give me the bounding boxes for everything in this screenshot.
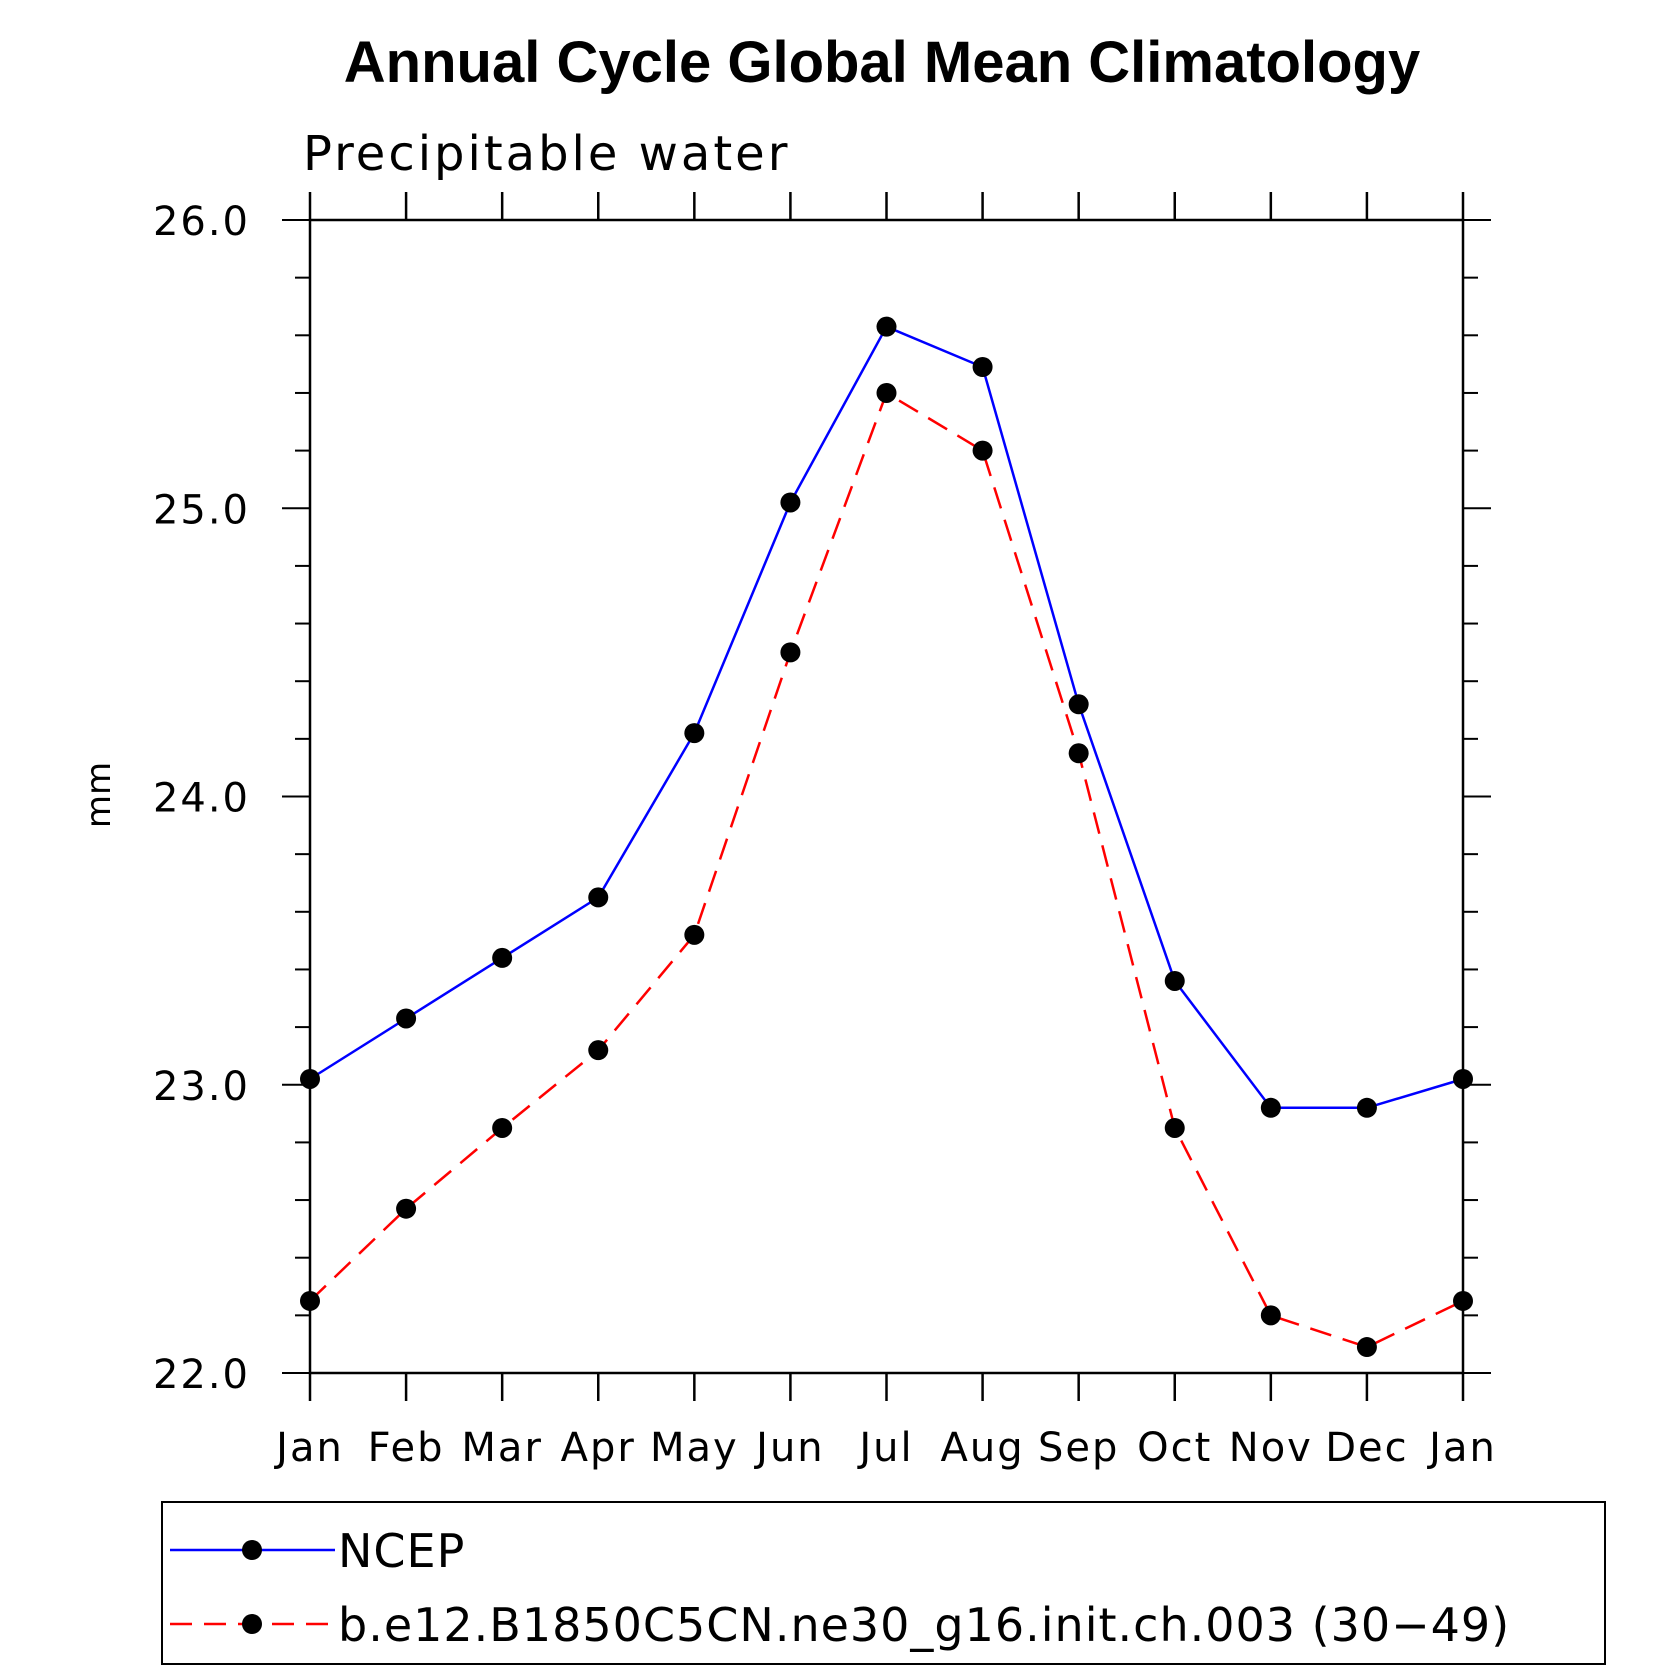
data-point-series-2	[300, 1290, 320, 1311]
x-tick-label: May	[650, 1425, 739, 1471]
data-point-series-2	[588, 1040, 609, 1061]
data-point-series-1	[876, 316, 897, 337]
x-tick-label: Jan	[273, 1425, 344, 1471]
data-point-series-1	[1453, 1068, 1473, 1089]
data-point-series-2	[1068, 743, 1089, 764]
x-tick-label: Nov	[1229, 1425, 1313, 1471]
y-tick-label: 24.0	[153, 776, 250, 822]
data-point-series-2	[972, 440, 993, 461]
x-tick-label: Oct	[1137, 1425, 1212, 1471]
legend-marker-1	[242, 1540, 262, 1560]
data-point-series-1	[684, 723, 705, 744]
chart-subtitle: Precipitable water	[303, 126, 790, 182]
data-point-series-1	[1068, 694, 1089, 715]
data-point-series-2	[396, 1198, 417, 1219]
data-point-series-2	[492, 1117, 513, 1138]
axes: Jan Feb Mar Apr May Jun Jul Aug Sep Oct Nov Dec Jan 2…	[153, 192, 1497, 1471]
y-tick-label: 23.0	[153, 1064, 250, 1110]
legend-marker-2	[242, 1614, 262, 1634]
legend: NCEP b.e12.B1850C5CN.ne30_g16.init.ch.003…	[161, 1501, 1606, 1665]
data-point-series-2	[1453, 1290, 1473, 1311]
data-point-series-1	[972, 357, 993, 378]
data-point-series-1	[780, 492, 801, 513]
data-point-series-2	[684, 924, 705, 945]
series-layer	[300, 316, 1473, 1358]
data-point-series-1	[1356, 1097, 1377, 1118]
x-tick-label: Jun	[753, 1425, 825, 1471]
data-point-series-1	[588, 887, 609, 908]
x-tick-label: Feb	[368, 1425, 445, 1471]
data-point-series-1	[1164, 970, 1185, 991]
data-point-series-1	[492, 947, 513, 968]
legend-box	[161, 1501, 1606, 1665]
x-tick-label: Dec	[1325, 1425, 1408, 1471]
data-point-series-2	[1260, 1305, 1281, 1326]
data-point-series-1	[396, 1008, 417, 1029]
x-tick-label: Aug	[941, 1425, 1025, 1471]
data-point-series-1	[1260, 1097, 1281, 1118]
data-point-series-2	[876, 382, 897, 403]
data-point-series-1	[300, 1068, 320, 1089]
x-tick-label: Sep	[1038, 1425, 1119, 1471]
data-point-series-2	[1164, 1117, 1185, 1138]
x-tick-label: Mar	[461, 1425, 542, 1471]
data-point-series-2	[780, 642, 801, 663]
y-tick-label: 22.0	[153, 1352, 250, 1398]
x-tick-label: Apr	[561, 1425, 636, 1471]
y-axis-label: mm	[79, 762, 119, 828]
legend-label-2: b.e12.B1850C5CN.ne30_g16.init.ch.003 (30…	[338, 1598, 1510, 1652]
y-tick-label: 25.0	[153, 487, 250, 533]
x-tick-label: Jul	[856, 1425, 913, 1471]
x-tick-label: Jan	[1426, 1425, 1497, 1471]
y-tick-label: 26.0	[153, 199, 250, 245]
legend-label-1: NCEP	[338, 1524, 465, 1578]
series-line-1	[309, 325, 1464, 1110]
series-line-2	[309, 391, 1464, 1349]
chart-title: Annual Cycle Global Mean Climatology	[344, 30, 1420, 95]
data-point-series-2	[1356, 1337, 1377, 1358]
